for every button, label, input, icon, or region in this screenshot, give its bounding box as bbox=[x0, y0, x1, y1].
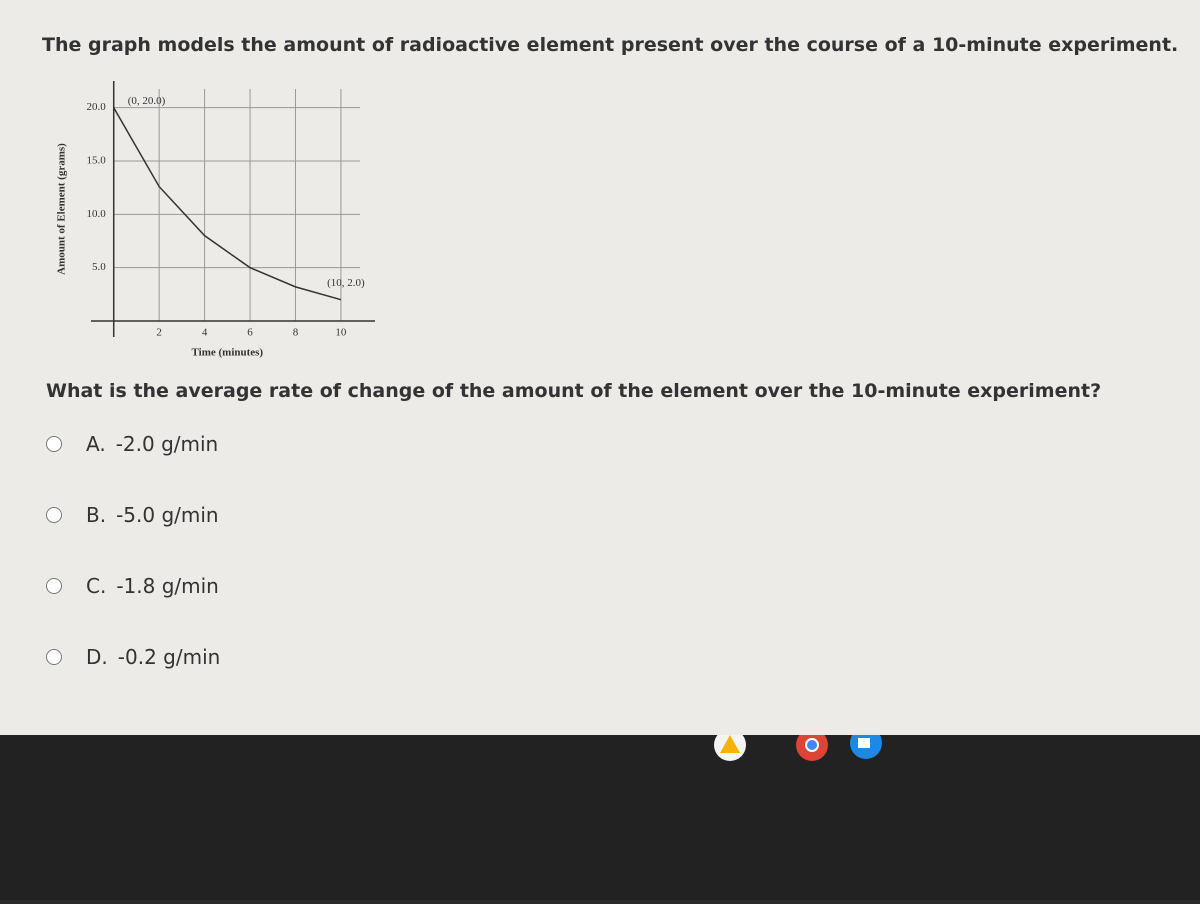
radio-button[interactable] bbox=[46, 436, 62, 452]
y-tick-label: 20.0 bbox=[86, 101, 106, 113]
annotation: (10, 2.0) bbox=[327, 277, 365, 289]
meet-shape bbox=[858, 738, 870, 748]
x-tick-label: 10 bbox=[335, 327, 347, 339]
option-letter: B. bbox=[86, 503, 107, 527]
taskbar-icons bbox=[714, 727, 882, 761]
x-tick-label: 6 bbox=[247, 327, 253, 339]
option-letter: C. bbox=[86, 574, 107, 598]
option[interactable]: D. -0.2 g/min bbox=[46, 645, 220, 669]
option[interactable]: C. -1.8 g/min bbox=[46, 574, 219, 598]
y-tick-label: 10.0 bbox=[86, 208, 106, 220]
x-tick-label: 2 bbox=[156, 327, 162, 339]
x-tick-label: 4 bbox=[202, 327, 208, 339]
option-letter: A. bbox=[86, 432, 106, 456]
taskbar bbox=[0, 727, 1200, 900]
x-tick-label: 8 bbox=[293, 327, 299, 339]
y-tick-label: 5.0 bbox=[92, 261, 106, 273]
x-axis-label: Time (minutes) bbox=[192, 347, 264, 359]
option-text: -1.8 g/min bbox=[116, 574, 219, 598]
radio-button[interactable] bbox=[46, 649, 62, 665]
option[interactable]: A. -2.0 g/min bbox=[46, 432, 218, 456]
screen: The graph models the amount of radioacti… bbox=[0, 0, 1200, 735]
radio-button[interactable] bbox=[46, 507, 62, 523]
radio-button[interactable] bbox=[46, 578, 62, 594]
y-axis-label: Amount of Element (grams) bbox=[56, 143, 68, 275]
annotation: (0, 20.0) bbox=[128, 95, 166, 107]
drive-shape bbox=[720, 735, 740, 753]
option-text: -2.0 g/min bbox=[115, 432, 219, 456]
data-line bbox=[113, 107, 342, 301]
option-text: -5.0 g/min bbox=[116, 503, 219, 527]
option-letter: D. bbox=[86, 645, 108, 669]
header-title: The graph models the amount of radioacti… bbox=[42, 34, 1179, 56]
chart: 5.0 10.0 15.0 20.0 2 4 6 8 10 Time (minutes) Amoun… bbox=[56, 81, 375, 359]
question: What is the average rate of change of th… bbox=[46, 380, 1102, 402]
y-tick-label: 15.0 bbox=[86, 155, 106, 167]
chrome-center bbox=[805, 738, 819, 752]
option[interactable]: B. -5.0 g/min bbox=[46, 503, 219, 527]
option-text: -0.2 g/min bbox=[117, 645, 221, 669]
